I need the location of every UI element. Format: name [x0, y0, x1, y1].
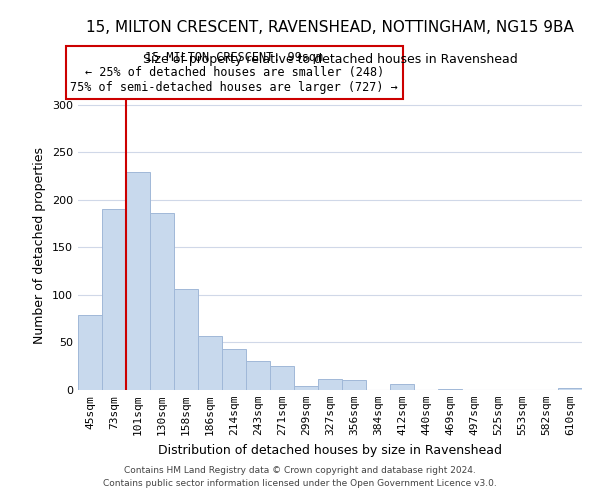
Text: 15, MILTON CRESCENT, RAVENSHEAD, NOTTINGHAM, NG15 9BA: 15, MILTON CRESCENT, RAVENSHEAD, NOTTING…	[86, 20, 574, 35]
Bar	[246, 360, 270, 390]
Bar	[150, 213, 174, 390]
Bar	[126, 172, 150, 390]
Text: Size of property relative to detached houses in Ravenshead: Size of property relative to detached ho…	[143, 52, 517, 66]
Y-axis label: Number of detached properties: Number of detached properties	[34, 146, 46, 344]
Bar	[102, 210, 126, 390]
Text: Contains HM Land Registry data © Crown copyright and database right 2024.
Contai: Contains HM Land Registry data © Crown c…	[103, 466, 497, 487]
Bar	[270, 366, 294, 390]
Text: 15 MILTON CRESCENT: 99sqm
← 25% of detached houses are smaller (248)
75% of semi: 15 MILTON CRESCENT: 99sqm ← 25% of detac…	[70, 51, 398, 94]
Bar	[198, 336, 222, 390]
Bar	[342, 380, 366, 390]
Bar	[390, 384, 414, 390]
X-axis label: Distribution of detached houses by size in Ravenshead: Distribution of detached houses by size …	[158, 444, 502, 456]
Bar	[318, 378, 342, 390]
Bar	[558, 388, 582, 390]
Bar	[78, 315, 102, 390]
Bar	[222, 349, 246, 390]
Bar	[174, 289, 198, 390]
Bar	[438, 389, 462, 390]
Bar	[294, 386, 318, 390]
